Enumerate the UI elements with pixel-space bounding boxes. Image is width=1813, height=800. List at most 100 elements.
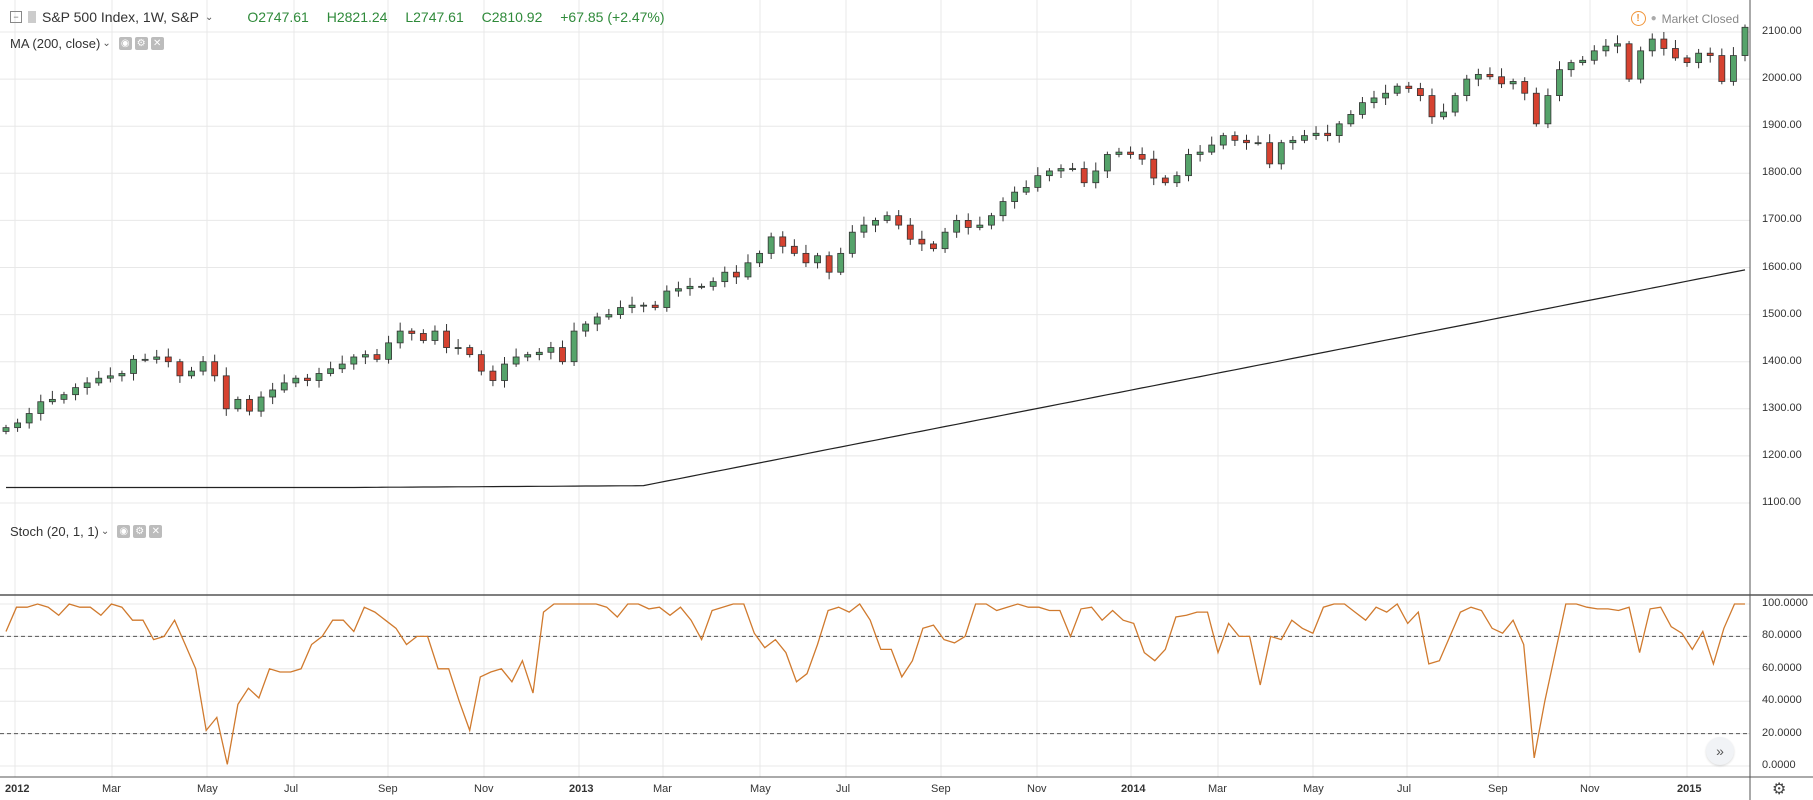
candle-body [234, 398, 242, 410]
candle-body [1498, 76, 1505, 85]
settings-icon[interactable]: ⚙ [133, 525, 147, 538]
candle-body [1474, 73, 1482, 80]
collapse-icon[interactable]: − [10, 11, 22, 23]
candle-body [663, 290, 671, 308]
candle-body [1521, 81, 1529, 94]
candle-body [408, 330, 416, 334]
candle-body [1022, 187, 1030, 193]
candle-body [848, 231, 856, 254]
candle-body [547, 347, 555, 353]
candle-body [1532, 92, 1540, 125]
candle-body [1161, 177, 1169, 184]
candle-body [906, 224, 914, 240]
candle-body [2, 427, 10, 432]
candle-body [790, 245, 798, 254]
candle-body [443, 330, 450, 348]
candle-body [396, 330, 404, 344]
candle-body [1335, 123, 1343, 137]
candle-body [1695, 52, 1703, 64]
candle-body [976, 224, 984, 228]
time-tick-label: Mar [653, 783, 672, 795]
price-tick-label: 1200.00 [1762, 448, 1802, 461]
candle-body [361, 354, 369, 358]
stoch-label[interactable]: Stoch (20, 1, 1) [10, 524, 99, 539]
candle-body [1069, 168, 1076, 170]
candle-body [1579, 59, 1587, 64]
candle-body [802, 252, 810, 264]
candle-body [1370, 97, 1378, 104]
settings-icon[interactable]: ⚙ [134, 37, 148, 50]
chevron-down-icon[interactable]: ⌄ [102, 38, 111, 49]
double-chevron-right-icon: » [1716, 743, 1724, 759]
status-dot-icon: ● [1650, 13, 1657, 24]
candle-body [1185, 154, 1192, 177]
time-tick-label: Mar [102, 783, 121, 795]
candle-body [164, 356, 172, 363]
candle-body [1602, 45, 1610, 52]
ma-label[interactable]: MA (200, close) [10, 36, 101, 51]
candle-body [1359, 102, 1366, 115]
price-tick-label: 1900.00 [1762, 119, 1802, 132]
candle-body [524, 354, 532, 358]
candle-body [1243, 139, 1250, 144]
time-tick-label: May [1303, 783, 1324, 795]
stoch-tick-label: 20.0000 [1762, 726, 1802, 739]
candle-body [744, 262, 752, 278]
candle-body [825, 255, 833, 273]
candle-body [1416, 88, 1424, 96]
time-tick-label: May [750, 783, 771, 795]
chevron-down-icon[interactable]: ⌄ [204, 11, 214, 23]
chevron-down-icon[interactable]: ⌄ [100, 526, 110, 537]
candle-body [1231, 135, 1239, 141]
candle-body [640, 304, 648, 307]
candle-body [222, 375, 230, 410]
candle-body [814, 255, 821, 264]
warning-icon[interactable]: ! [1630, 11, 1646, 26]
candle-body [83, 382, 91, 389]
symbol-title[interactable]: S&P 500 Index, 1W, S&P [42, 9, 199, 25]
price-tick-label: 1300.00 [1762, 401, 1802, 414]
candle-body [304, 377, 311, 381]
candle-body [918, 238, 926, 245]
candle-body [570, 330, 578, 363]
candle-body [269, 389, 277, 398]
candle-body [1382, 92, 1390, 99]
candle-body [1741, 26, 1749, 56]
candle-body [756, 252, 763, 264]
candle-body [698, 285, 705, 288]
candle-body [1324, 132, 1332, 137]
candle-body [617, 307, 624, 316]
eye-icon[interactable]: ◉ [118, 37, 132, 50]
chart-type-icon[interactable] [28, 11, 36, 23]
close-icon[interactable]: ✕ [149, 525, 163, 538]
candle-body [419, 333, 427, 341]
close-icon[interactable]: ✕ [150, 37, 164, 50]
stoch-tick-label: 40.0000 [1762, 694, 1802, 707]
stoch-tick-label: 80.0000 [1762, 629, 1802, 642]
symbol-legend: − S&P 500 Index, 1W, S&P ⌄ O2747.61 H282… [10, 9, 679, 25]
time-tick-label: Nov [1580, 783, 1600, 795]
close-value: C2810.92 [481, 9, 543, 25]
candle-body [1150, 158, 1158, 179]
candle-body [988, 215, 995, 226]
candle-body [1463, 78, 1471, 96]
gear-icon[interactable]: ⚙ [1772, 779, 1787, 798]
market-status: ! ● Market Closed [1630, 11, 1739, 26]
stoch-tick-label: 100.0000 [1762, 597, 1808, 609]
price-tick-label: 1100.00 [1762, 496, 1801, 508]
change-value: +67.85 (+2.47%) [560, 9, 665, 25]
eye-icon[interactable]: ◉ [117, 525, 131, 538]
candle-body [779, 236, 787, 247]
candle-body [675, 288, 682, 292]
candle-body [1277, 142, 1285, 165]
stoch-tick-label: 0.0000 [1762, 759, 1796, 771]
go-to-realtime-button[interactable]: » [1706, 737, 1734, 765]
candle-body [895, 215, 903, 226]
candle-body [477, 354, 485, 372]
candle-body [118, 373, 126, 377]
time-tick-label: Sep [931, 783, 951, 795]
candle-body [37, 401, 45, 414]
price-tick-label: 1700.00 [1762, 213, 1802, 226]
